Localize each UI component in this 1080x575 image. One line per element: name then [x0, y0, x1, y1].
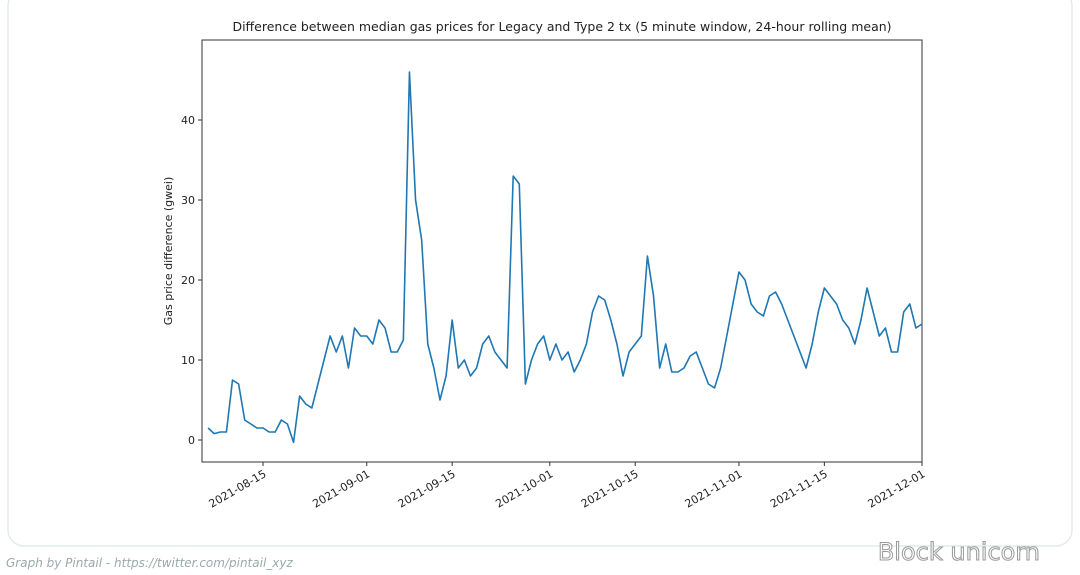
- y-tick-label: 40: [181, 114, 195, 127]
- y-tick-label: 0: [188, 434, 195, 447]
- x-tick-label: 2021-09-15: [396, 467, 458, 510]
- y-axis-label: Gas price difference (gwei): [162, 177, 175, 325]
- x-tick-label: 2021-11-15: [768, 467, 830, 510]
- data-line: [207, 71, 923, 444]
- plot-frame: [201, 39, 923, 463]
- watermark: Block unicorn: [878, 538, 1040, 566]
- y-tick-label: 30: [181, 194, 195, 207]
- y-tick-label: 10: [181, 354, 195, 367]
- x-tick-label: 2021-12-01: [866, 467, 928, 510]
- x-tick-label: 2021-10-15: [579, 467, 641, 510]
- chart-title: Difference between median gas prices for…: [232, 19, 891, 34]
- card: [7, 0, 1073, 547]
- x-tick-label: 2021-11-01: [683, 467, 745, 510]
- x-tick-label: 2021-08-15: [207, 467, 269, 510]
- credit: Graph by Pintail - https://twitter.com/p…: [6, 556, 293, 570]
- x-tick-label: 2021-09-01: [310, 467, 372, 510]
- y-tick-label: 20: [181, 274, 195, 287]
- x-tick-label: 2021-10-01: [493, 467, 555, 510]
